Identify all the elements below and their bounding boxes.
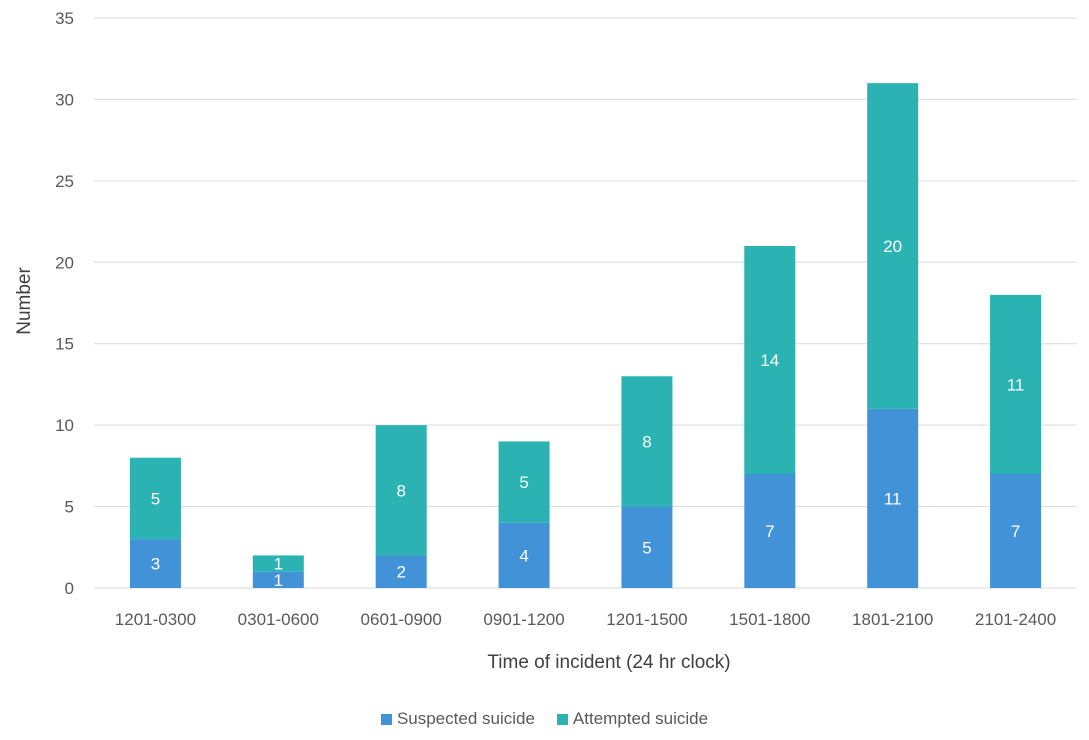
bar-attempted-1801-2100 xyxy=(867,83,919,409)
x-tick-label-1501-1800: 1501-1800 xyxy=(729,610,810,629)
y-tick-label-35: 35 xyxy=(55,9,74,28)
data-label-suspected-1501-1800: 7 xyxy=(765,522,774,541)
bar-attempted-2101-2400 xyxy=(990,294,1042,474)
x-tick-label-2101-2400: 2101-2400 xyxy=(975,610,1056,629)
y-tick-label-15: 15 xyxy=(55,335,74,354)
bar-attempted-1201-0300 xyxy=(129,457,181,540)
x-axis-title: Time of incident (24 hr clock) xyxy=(487,652,730,673)
bar-suspected-2101-2400 xyxy=(990,474,1042,588)
x-tick-label-0901-1200: 0901-1200 xyxy=(483,610,564,629)
data-label-suspected-0601-0900: 2 xyxy=(396,563,405,582)
data-label-suspected-1201-0300: 3 xyxy=(151,555,160,574)
data-label-attempted-1201-0300: 5 xyxy=(151,489,160,508)
bar-attempted-0601-0900 xyxy=(375,425,427,556)
legend-label-attempted: Attempted suicide xyxy=(572,709,709,728)
x-tick-label-0301-0600: 0301-0600 xyxy=(238,610,319,629)
bar-attempted-0301-0600 xyxy=(252,555,304,572)
bar-suspected-1801-2100 xyxy=(867,408,919,588)
x-tick-label-1801-2100: 1801-2100 xyxy=(852,610,933,629)
data-label-attempted-0601-0900: 8 xyxy=(396,481,405,500)
data-label-attempted-0301-0600: 1 xyxy=(274,555,283,574)
legend-label-suspected: Suspected suicide xyxy=(396,709,535,728)
legend-item-attempted: Attempted suicide xyxy=(556,709,709,729)
data-label-suspected-0301-0600: 1 xyxy=(274,571,283,590)
bar-attempted-1201-1500 xyxy=(621,376,673,507)
bar-suspected-0901-1200 xyxy=(498,522,550,588)
legend-swatch-attempted xyxy=(556,713,568,725)
bar-suspected-0601-0900 xyxy=(375,555,427,588)
y-axis-ticks: 0 5 10 15 20 25 30 35 xyxy=(55,9,74,598)
legend-item-suspected: Suspected suicide xyxy=(380,709,535,729)
data-label-attempted-1501-1800: 14 xyxy=(760,351,779,370)
data-label-attempted-0901-1200: 5 xyxy=(519,473,528,492)
y-tick-label-25: 25 xyxy=(55,172,74,191)
y-axis-title: Number xyxy=(14,267,35,335)
data-label-attempted-1201-1500: 8 xyxy=(642,432,651,451)
y-tick-label-30: 30 xyxy=(55,90,74,109)
bar-attempted-1501-1800 xyxy=(744,246,796,474)
x-tick-label-1201-0300: 1201-0300 xyxy=(115,610,196,629)
y-tick-label-10: 10 xyxy=(55,416,74,435)
data-label-suspected-1201-1500: 5 xyxy=(642,538,651,557)
data-label-suspected-1801-2100: 11 xyxy=(884,489,902,508)
bar-suspected-1201-1500 xyxy=(621,506,673,588)
x-axis-ticks: 1201-0300 0301-0600 0601-0900 0901-1200 1201… xyxy=(115,610,1056,629)
legend-swatch-suspected xyxy=(380,713,392,725)
legend: Suspected suicide Attempted suicide xyxy=(0,709,1089,729)
y-tick-label-5: 5 xyxy=(65,498,74,517)
bar-suspected-1501-1800 xyxy=(744,474,796,588)
bars: 3 5 11 2 8 4 5 5 8 7 14 11 20 7 11 xyxy=(129,83,1042,590)
y-tick-label-0: 0 xyxy=(65,579,74,598)
x-tick-label-1201-1500: 1201-1500 xyxy=(606,610,687,629)
gridlines xyxy=(94,17,1077,589)
bar-suspected-0301-0600 xyxy=(252,571,304,588)
y-tick-label-20: 20 xyxy=(55,253,74,272)
data-label-suspected-0901-1200: 4 xyxy=(519,546,528,565)
bar-suspected-1201-0300 xyxy=(129,539,181,588)
data-label-attempted-2101-2400: 11 xyxy=(1007,375,1025,394)
bar-attempted-0901-1200 xyxy=(498,441,550,523)
x-tick-label-0601-0900: 0601-0900 xyxy=(361,610,442,629)
data-label-attempted-1801-2100: 20 xyxy=(883,237,902,256)
data-label-suspected-2101-2400: 7 xyxy=(1011,522,1020,541)
